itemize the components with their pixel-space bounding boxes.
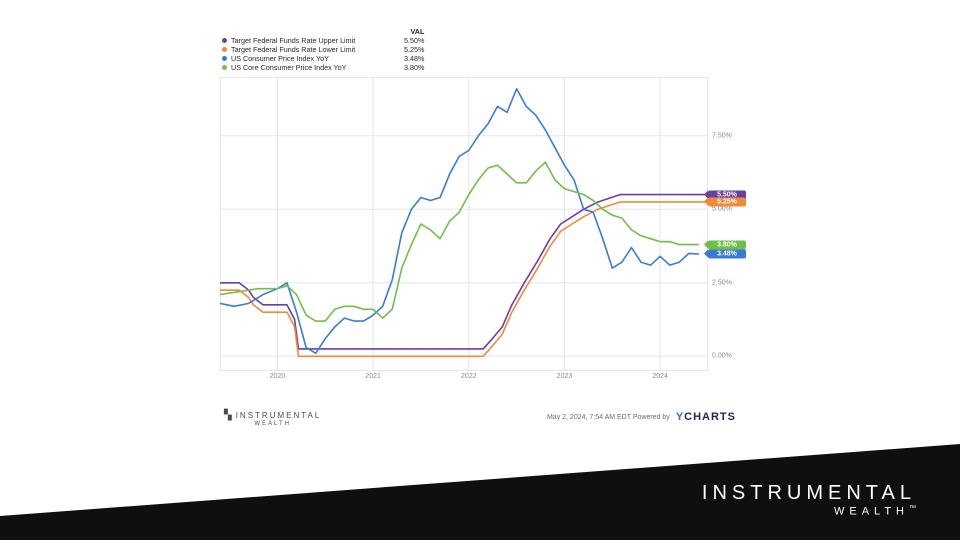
legend-item-value: 5.50%: [404, 36, 424, 45]
brand-logo-mark-icon: ▚: [224, 410, 234, 421]
chart-plot-area: [220, 77, 708, 371]
trademark-symbol: ™: [909, 505, 916, 512]
powered-by-brand-tail: CHARTS: [684, 411, 736, 423]
banner-brand-line2: WEALTH: [834, 506, 909, 518]
line-chart-svg: [220, 77, 708, 371]
series-end-badge-label: 3.48%: [717, 250, 737, 257]
chart-footer-right: May 2, 2024, 7:54 AM EDT Powered by YCHA…: [547, 411, 736, 423]
card-brand-line1: INSTRUMENTAL: [236, 411, 322, 420]
legend-color-dot: [222, 65, 227, 70]
series-end-badge-core_cpi_yoy: 3.80%: [708, 240, 746, 249]
legend-item-label: US Consumer Price Index YoY: [231, 54, 329, 63]
legend-color-dot: [222, 38, 227, 43]
x-tick-label: 2024: [652, 373, 668, 380]
legend-item-label: Target Federal Funds Rate Lower Limit: [231, 45, 355, 54]
legend-color-dot: [222, 56, 227, 61]
x-tick-label: 2022: [461, 373, 477, 380]
powered-by-brand: YCHARTS: [676, 411, 736, 423]
series-end-badge-label: 3.80%: [717, 241, 737, 248]
chart-card: .Target Federal Funds Rate Upper LimitTa…: [212, 25, 748, 431]
legend-item-value: 3.48%: [404, 54, 424, 63]
series-end-badge-cpi_yoy: 3.48%: [708, 249, 746, 258]
x-tick-label: 2021: [365, 373, 381, 380]
chart-legend: .Target Federal Funds Rate Upper LimitTa…: [222, 27, 355, 72]
x-tick-label: 2020: [270, 373, 286, 380]
series-end-badges: 5.50%5.25%3.48%3.80%: [708, 77, 748, 371]
chart-legend-values: VAL5.50%5.25%3.48%3.80%: [404, 27, 424, 72]
bottom-banner: INSTRUMENTAL WEALTH™: [0, 444, 960, 540]
slide-stage: .Target Federal Funds Rate Upper LimitTa…: [0, 0, 960, 540]
powered-by-label: Powered by: [633, 414, 670, 421]
x-tick-label: 2023: [557, 373, 573, 380]
legend-item-label: US Core Consumer Price Index YoY: [231, 63, 346, 72]
legend-item-value: 5.25%: [404, 45, 424, 54]
legend-item: Target Federal Funds Rate Upper Limit: [222, 36, 355, 45]
legend-color-dot: [222, 47, 227, 52]
series-end-badge-label: 5.25%: [717, 198, 737, 205]
chart-timestamp: May 2, 2024, 7:54 AM EDT: [547, 414, 631, 421]
series-end-badge-ffr_lower: 5.25%: [708, 197, 746, 206]
legend-item: Target Federal Funds Rate Lower Limit: [222, 45, 355, 54]
card-brand-small: ▚INSTRUMENTAL WEALTH: [224, 410, 321, 427]
legend-item-label: Target Federal Funds Rate Upper Limit: [231, 36, 355, 45]
legend-item: US Consumer Price Index YoY: [222, 54, 355, 63]
banner-brand-line1: INSTRUMENTAL: [702, 482, 916, 504]
banner-brand: INSTRUMENTAL WEALTH™: [702, 482, 916, 518]
legend-item: US Core Consumer Price Index YoY: [222, 63, 355, 72]
legend-item-value: 3.80%: [404, 63, 424, 72]
card-brand-line2: WEALTH: [224, 421, 321, 427]
legend-header: VAL: [404, 27, 424, 36]
